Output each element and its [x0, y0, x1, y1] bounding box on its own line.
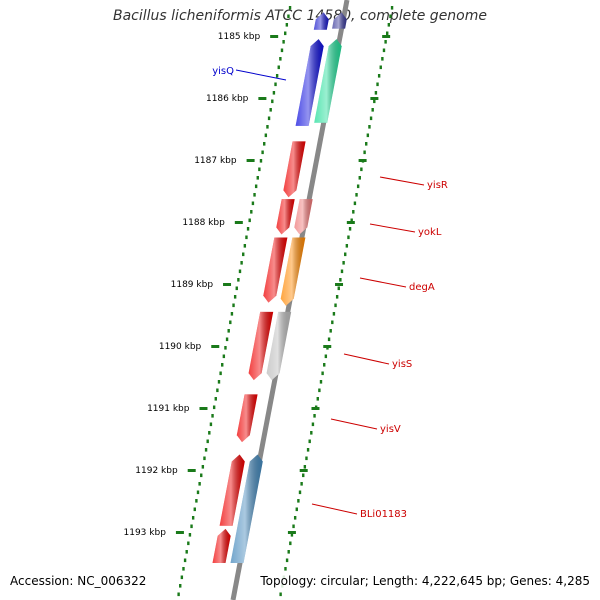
- feature-yisS-red: [248, 311, 274, 381]
- tick-label: 1192 kbp: [135, 466, 178, 476]
- gene-label-bli01183: BLi01183: [311, 503, 407, 520]
- feature-yisQ-teal: [314, 39, 342, 123]
- gene-label-text: yisR: [427, 180, 448, 191]
- accession-text: Accession: NC_006322: [8, 574, 149, 588]
- gene-label-text: yisV: [380, 424, 401, 435]
- tick-1186: 1186 kbp: [206, 94, 379, 104]
- tick-label: 1188 kbp: [182, 218, 225, 228]
- gene-label-yiss: yisS: [343, 353, 412, 370]
- tick-1190: 1190 kbp: [159, 342, 332, 352]
- feature-degA-red: [263, 237, 288, 303]
- feature-yisR: [283, 141, 306, 198]
- feature-bottom-red: [212, 528, 231, 563]
- feature-BLi01183-red: [219, 454, 245, 526]
- tick-label: 1187 kbp: [194, 156, 237, 166]
- feature-BLi01183: [230, 454, 263, 563]
- feature-degA: [280, 237, 306, 306]
- outer-tick-ring-left: [177, 6, 292, 597]
- outer-tick-ring-right: [279, 6, 394, 597]
- tick-1189: 1189 kbp: [171, 280, 344, 290]
- feature-layer: [212, 12, 347, 563]
- gene-label-yisv: yisV: [330, 418, 401, 435]
- label-layer: yisQ yisR yokL degA yisS yisV BLi01183: [212, 66, 448, 520]
- gene-label-text: yisS: [392, 359, 412, 370]
- tick-1188: 1188 kbp: [182, 218, 355, 228]
- feature-yisS-grey: [266, 311, 292, 381]
- gene-label-yisq: yisQ: [212, 66, 287, 81]
- tick-layer: 1185 kbp 1186 kbp 1187 kbp 1188 kbp 1189 kbp…: [124, 32, 391, 538]
- gene-label-text: yisQ: [212, 66, 234, 77]
- feature-yokL-red: [276, 199, 295, 235]
- tick-1192: 1192 kbp: [135, 466, 308, 476]
- feature-yokL-pink: [294, 199, 313, 235]
- tick-label: 1189 kbp: [171, 280, 214, 290]
- feature-top-dark-blue: [332, 12, 347, 29]
- tick-label: 1191 kbp: [147, 404, 190, 414]
- feature-yisQ-blue: [295, 39, 324, 126]
- gene-label-dega: degA: [359, 277, 435, 293]
- gene-label-yokl: yokL: [369, 223, 442, 238]
- tick-label: 1186 kbp: [206, 94, 249, 104]
- tick-label: 1190 kbp: [159, 342, 202, 352]
- map-title: Bacillus licheniformis ATCC 14580, compl…: [113, 8, 487, 24]
- gene-label-text: yokL: [418, 227, 442, 238]
- feature-yisV: [236, 394, 258, 443]
- tick-1187: 1187 kbp: [194, 156, 367, 166]
- summary-text: Topology: circular; Length: 4,222,645 bp…: [258, 574, 592, 588]
- gene-label-yisr: yisR: [379, 176, 448, 191]
- tick-1191: 1191 kbp: [147, 404, 320, 414]
- feature-top-blue: [313, 12, 329, 30]
- gene-label-text: BLi01183: [360, 509, 407, 520]
- gene-label-text: degA: [409, 282, 435, 293]
- tick-label: 1193 kbp: [124, 528, 167, 538]
- tick-1185: 1185 kbp: [218, 32, 391, 42]
- tick-1193: 1193 kbp: [124, 528, 296, 538]
- tick-label: 1185 kbp: [218, 32, 261, 42]
